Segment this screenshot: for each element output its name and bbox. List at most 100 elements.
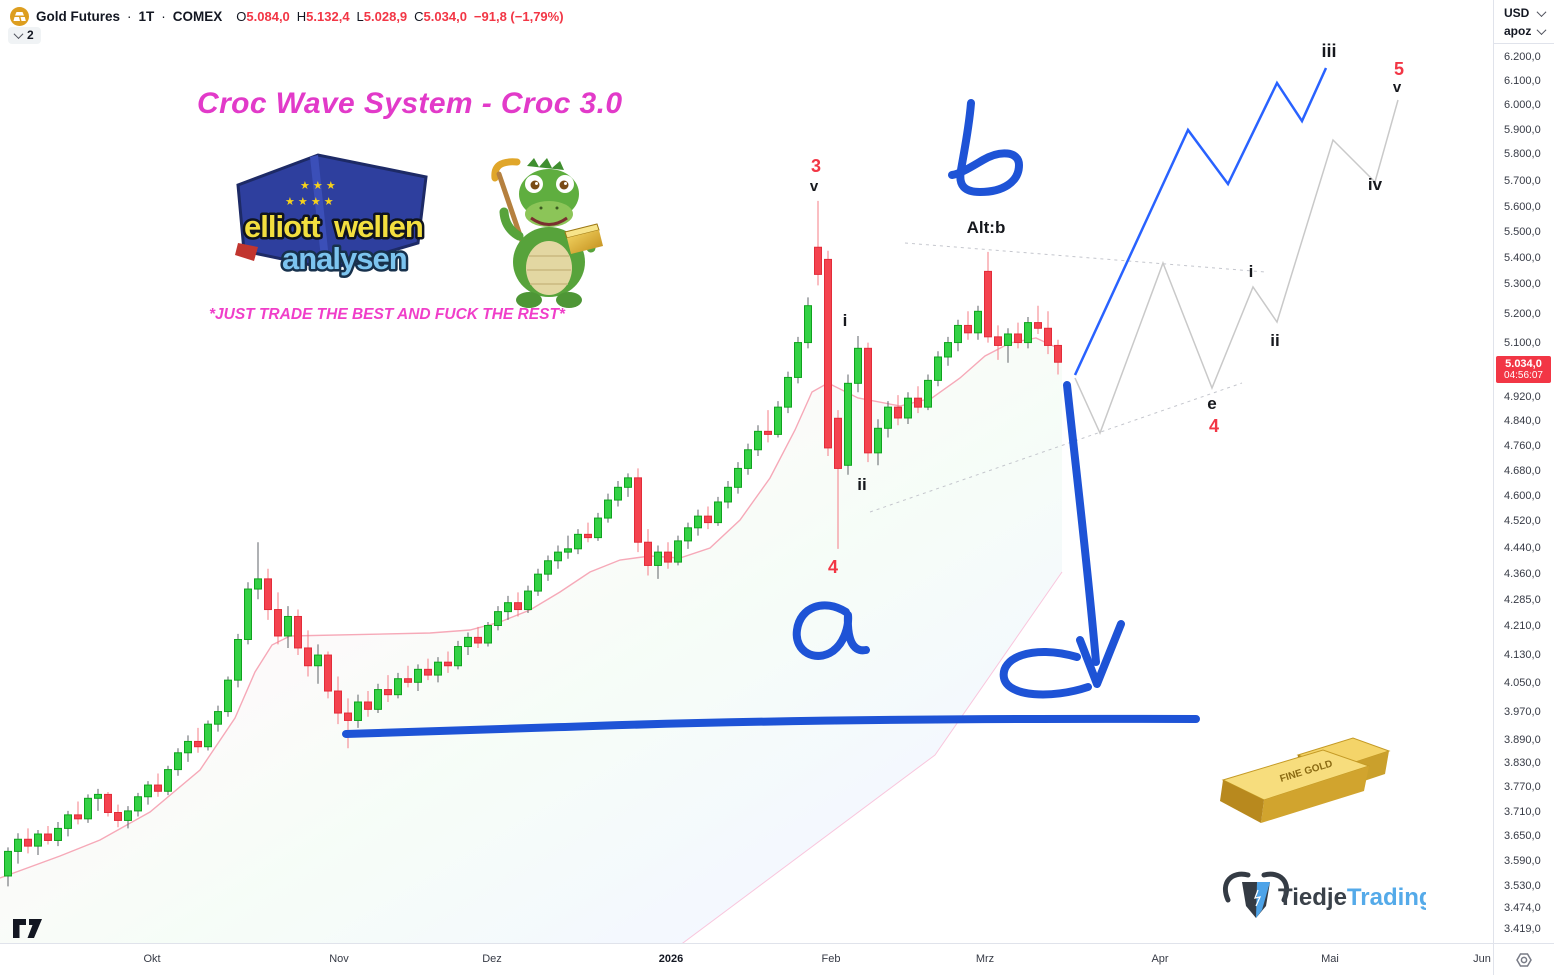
candle-body bbox=[794, 342, 802, 378]
candle-body bbox=[484, 624, 492, 644]
candle-body bbox=[524, 590, 532, 611]
ohlc-values: O 5.084,0 H 5.132,4 L 5.028,9 C 5.034,0 … bbox=[229, 9, 563, 24]
separator-dot: · bbox=[161, 9, 166, 24]
gray-wave-projection-line[interactable] bbox=[1074, 99, 1399, 435]
price-tick-label: 5.500,0 bbox=[1504, 226, 1541, 238]
candle-body bbox=[1034, 322, 1042, 329]
candle-body bbox=[174, 752, 182, 771]
open-value: 5.084,0 bbox=[246, 9, 290, 24]
hand-drawn-annotation[interactable] bbox=[948, 99, 1023, 196]
price-tick-label: 4.840,0 bbox=[1504, 415, 1541, 427]
candle-body bbox=[1024, 322, 1032, 344]
price-tick-label: 5.300,0 bbox=[1504, 278, 1541, 290]
price-tick-label: 5.800,0 bbox=[1504, 148, 1541, 160]
candle-body bbox=[144, 784, 152, 798]
candle-body bbox=[534, 573, 542, 592]
time-tick-label: Nov bbox=[329, 953, 349, 965]
currency-dropdown[interactable]: USD bbox=[1494, 4, 1554, 22]
candle-body bbox=[1004, 333, 1012, 346]
candle-body bbox=[874, 427, 882, 454]
gold-bars-image: FINE GOLD bbox=[1220, 737, 1391, 823]
candle-body bbox=[194, 740, 202, 748]
wellen-word: wellen bbox=[333, 209, 423, 244]
symbol-header[interactable]: Gold Futures · 1T · COMEX O 5.084,0 H 5.… bbox=[10, 7, 564, 26]
candle-body bbox=[944, 342, 952, 358]
exchange-name[interactable]: COMEX bbox=[172, 9, 223, 24]
candle-body bbox=[354, 701, 362, 721]
elliott-word: elliott bbox=[244, 209, 320, 244]
axis-settings-corner[interactable] bbox=[1493, 943, 1554, 975]
candle-body bbox=[74, 814, 82, 820]
candle-body bbox=[584, 533, 592, 539]
candle-body bbox=[364, 701, 372, 710]
low-value: 5.028,9 bbox=[363, 9, 408, 24]
page-title: Croc Wave System - Croc 3.0 bbox=[197, 87, 623, 120]
candle-body bbox=[784, 376, 792, 408]
candle-body bbox=[884, 406, 892, 429]
candle-body bbox=[754, 430, 762, 451]
candle-body bbox=[454, 646, 462, 667]
candle-body bbox=[954, 324, 962, 344]
svg-text:★ ★ ★: ★ ★ ★ bbox=[300, 180, 336, 192]
dashed-trendline[interactable] bbox=[869, 382, 1243, 513]
candle-body bbox=[824, 258, 832, 449]
change-value: −91,8 (−1,79%) bbox=[473, 9, 564, 24]
candle-body bbox=[664, 551, 672, 563]
candle-body bbox=[1014, 333, 1022, 344]
price-axis[interactable]: USD apoz 6.200,0 6.100,0 6.000,0 5.900,0 5.8… bbox=[1493, 0, 1554, 944]
time-axis[interactable]: Okt Nov Dez 2026 Feb Mrz Apr Mai Jun bbox=[0, 943, 1494, 975]
bull-icon bbox=[1223, 871, 1251, 903]
analysen-word: analysen bbox=[282, 241, 407, 276]
unit-dropdown[interactable]: apoz bbox=[1494, 22, 1554, 40]
candle-body bbox=[114, 811, 122, 821]
timeframe[interactable]: 1T bbox=[138, 9, 155, 24]
currency-value: USD bbox=[1504, 6, 1530, 20]
indicators-toggle-button[interactable]: 2 bbox=[8, 27, 41, 44]
candle-body bbox=[674, 540, 682, 563]
symbol-name[interactable]: Gold Futures bbox=[36, 9, 120, 24]
price-tick-label: 3.830,0 bbox=[1504, 757, 1541, 769]
hand-drawn-annotation[interactable] bbox=[342, 714, 1200, 738]
blue-wave-projection-line[interactable] bbox=[1073, 67, 1328, 376]
hand-drawn-annotation[interactable] bbox=[1076, 620, 1125, 688]
candle-body bbox=[64, 814, 72, 829]
candle-body bbox=[864, 347, 872, 454]
candle-body bbox=[564, 548, 572, 553]
price-tick-label: 4.130,0 bbox=[1504, 649, 1541, 661]
low-label: L bbox=[356, 9, 364, 24]
price-tick-label: 4.285,0 bbox=[1504, 594, 1541, 606]
candle-body bbox=[284, 615, 292, 637]
candle-body bbox=[764, 430, 772, 435]
price-tick-label: 5.700,0 bbox=[1504, 175, 1541, 187]
price-tick-label: 4.210,0 bbox=[1504, 620, 1541, 632]
tradingview-logo[interactable] bbox=[12, 918, 46, 940]
indicator-count: 2 bbox=[27, 28, 34, 42]
candle-body bbox=[84, 797, 92, 820]
svg-text:TiedjeTrading: TiedjeTrading bbox=[1278, 884, 1426, 911]
candle-body bbox=[574, 533, 582, 550]
candle-body bbox=[704, 515, 712, 524]
candle-body bbox=[544, 560, 552, 575]
bar-countdown: 04:56:07 bbox=[1504, 370, 1543, 381]
gear-icon[interactable] bbox=[1516, 952, 1532, 968]
hand-drawn-annotation[interactable] bbox=[792, 601, 870, 660]
chevron-down-icon bbox=[1536, 24, 1547, 35]
hand-drawn-annotation[interactable] bbox=[1063, 381, 1100, 666]
time-tick-label: 2026 bbox=[658, 953, 684, 965]
close-value: 5.034,0 bbox=[423, 9, 467, 24]
slogan-text: *JUST TRADE THE BEST AND FUCK THE REST* bbox=[209, 306, 565, 323]
price-tick-label: 3.770,0 bbox=[1504, 781, 1541, 793]
hand-drawn-annotation[interactable] bbox=[999, 647, 1092, 699]
price-tick-label: 5.600,0 bbox=[1504, 201, 1541, 213]
candle-body bbox=[654, 551, 662, 566]
candle-body bbox=[744, 449, 752, 469]
candle-body bbox=[224, 679, 232, 713]
price-tick-label: 6.100,0 bbox=[1504, 75, 1541, 87]
candle-body bbox=[494, 611, 502, 626]
dashed-trendline[interactable] bbox=[904, 242, 1266, 273]
candle-body bbox=[214, 711, 222, 725]
candle-body bbox=[374, 689, 382, 710]
price-tick-label: 4.680,0 bbox=[1504, 465, 1541, 477]
candle-body bbox=[104, 793, 112, 813]
